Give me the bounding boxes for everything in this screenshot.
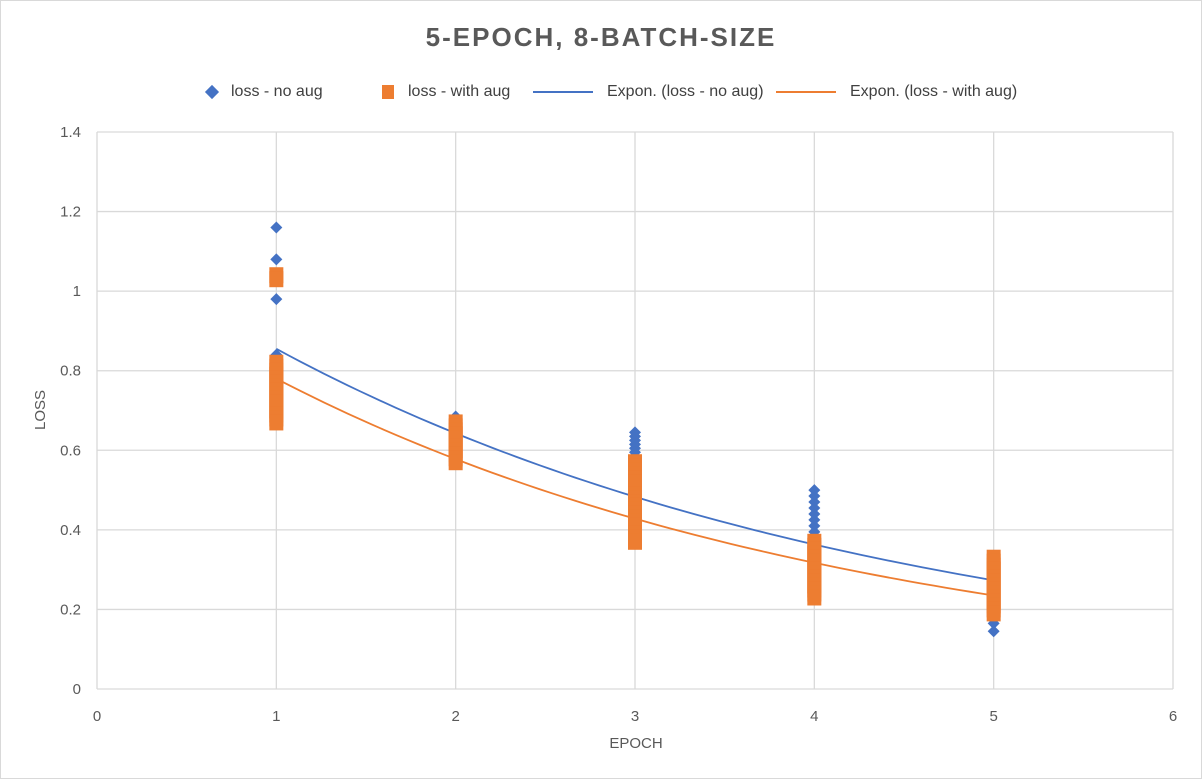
data-point-no-aug [987, 625, 1000, 638]
y-tick-label: 1 [73, 283, 81, 300]
line-marker-icon [533, 91, 593, 93]
x-tick-label: 6 [1169, 708, 1177, 725]
legend-label: loss - with aug [408, 83, 511, 100]
x-tick-label: 0 [93, 708, 101, 725]
tick-labels: 0 0.2 0.4 0.6 0.8 1 1.2 1.4 0 1 2 3 4 5 6 [60, 124, 1177, 725]
x-tick-label: 3 [631, 708, 639, 725]
y-tick-label: 0 [73, 681, 81, 698]
data-point-no-aug [270, 293, 283, 306]
legend: loss - no aug loss - with aug Expon. (lo… [0, 80, 1202, 104]
data-point-with-aug [448, 454, 463, 471]
data-point-with-aug [269, 414, 284, 431]
y-tick-label: 1.2 [60, 204, 81, 221]
data-point-no-aug [270, 221, 283, 234]
legend-item-with-aug: loss - with aug [382, 80, 510, 104]
x-axis-title: EPOCH [609, 735, 662, 752]
x-tick-label: 2 [451, 708, 459, 725]
legend-item-trend-with-aug: Expon. (loss - with aug) [776, 80, 1017, 104]
x-tick-label: 5 [989, 708, 997, 725]
chart-title: 5-EPOCH, 8-BATCH-SIZE [425, 22, 777, 52]
y-tick-label: 1.4 [60, 124, 81, 141]
x-tick-label: 4 [810, 708, 818, 725]
line-marker-icon [776, 91, 836, 93]
legend-label: Expon. (loss - no aug) [607, 83, 764, 100]
legend-label: Expon. (loss - with aug) [850, 83, 1018, 100]
data-point-no-aug [270, 253, 283, 266]
square-marker-icon [382, 85, 394, 99]
x-tick-label: 1 [272, 708, 280, 725]
gridlines [96, 131, 1174, 690]
data-points [269, 221, 1001, 638]
data-point-with-aug [807, 589, 822, 606]
data-point-with-aug [269, 271, 284, 288]
y-axis-title: LOSS [32, 390, 49, 430]
legend-label: loss - no aug [231, 83, 323, 100]
data-point-with-aug [986, 605, 1001, 622]
legend-item-trend-no-aug: Expon. (loss - no aug) [533, 80, 764, 104]
y-tick-label: 0.8 [60, 363, 81, 380]
y-tick-label: 0.4 [60, 522, 81, 539]
data-point-with-aug [628, 533, 642, 550]
y-tick-label: 0.2 [60, 601, 81, 618]
legend-item-no-aug: loss - no aug [204, 80, 323, 104]
y-tick-label: 0.6 [60, 442, 81, 459]
